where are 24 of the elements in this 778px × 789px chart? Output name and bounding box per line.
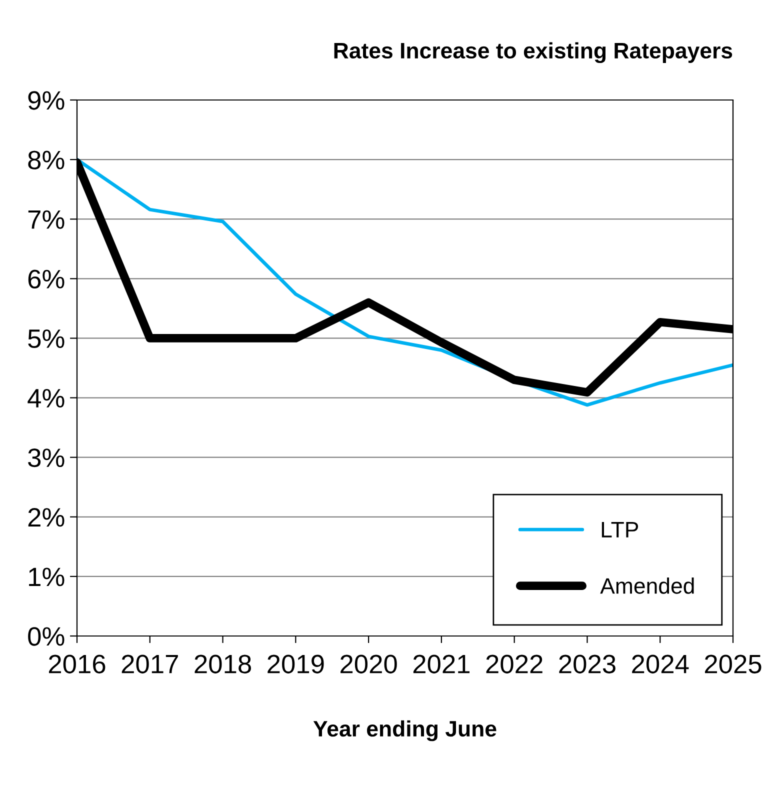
y-tick-label: 6% xyxy=(28,270,64,288)
x-tick-label: 2017 xyxy=(122,654,178,674)
x-tick-label: 2023 xyxy=(559,654,616,674)
legend-label: Amended xyxy=(600,578,694,594)
chart-title: Rates Increase to existing Ratepayers xyxy=(334,42,732,64)
x-tick-label: 2019 xyxy=(268,654,324,674)
y-tick-label: 0% xyxy=(28,627,64,646)
x-tick-label: 2024 xyxy=(632,654,689,674)
y-tick-label: 2% xyxy=(28,508,64,527)
x-axis-title: Year ending June xyxy=(313,720,496,742)
legend-label: LTP xyxy=(602,522,638,538)
x-tick-label: 2020 xyxy=(340,654,397,674)
y-tick-label: 5% xyxy=(28,329,64,348)
x-tick-label: 2025 xyxy=(704,654,762,674)
y-tick-label: 4% xyxy=(28,389,64,408)
y-tick-label: 8% xyxy=(28,150,64,170)
x-tick-label: 2016 xyxy=(48,654,106,674)
y-tick-label: 9% xyxy=(28,91,64,110)
y-tick-label: 1% xyxy=(29,568,64,586)
y-tick-label: 3% xyxy=(28,448,64,468)
x-tick-label: 2022 xyxy=(486,654,542,674)
y-tick-label: 7% xyxy=(28,210,64,229)
x-tick-label: 2018 xyxy=(194,654,251,674)
x-tick-label: 2021 xyxy=(413,654,470,674)
